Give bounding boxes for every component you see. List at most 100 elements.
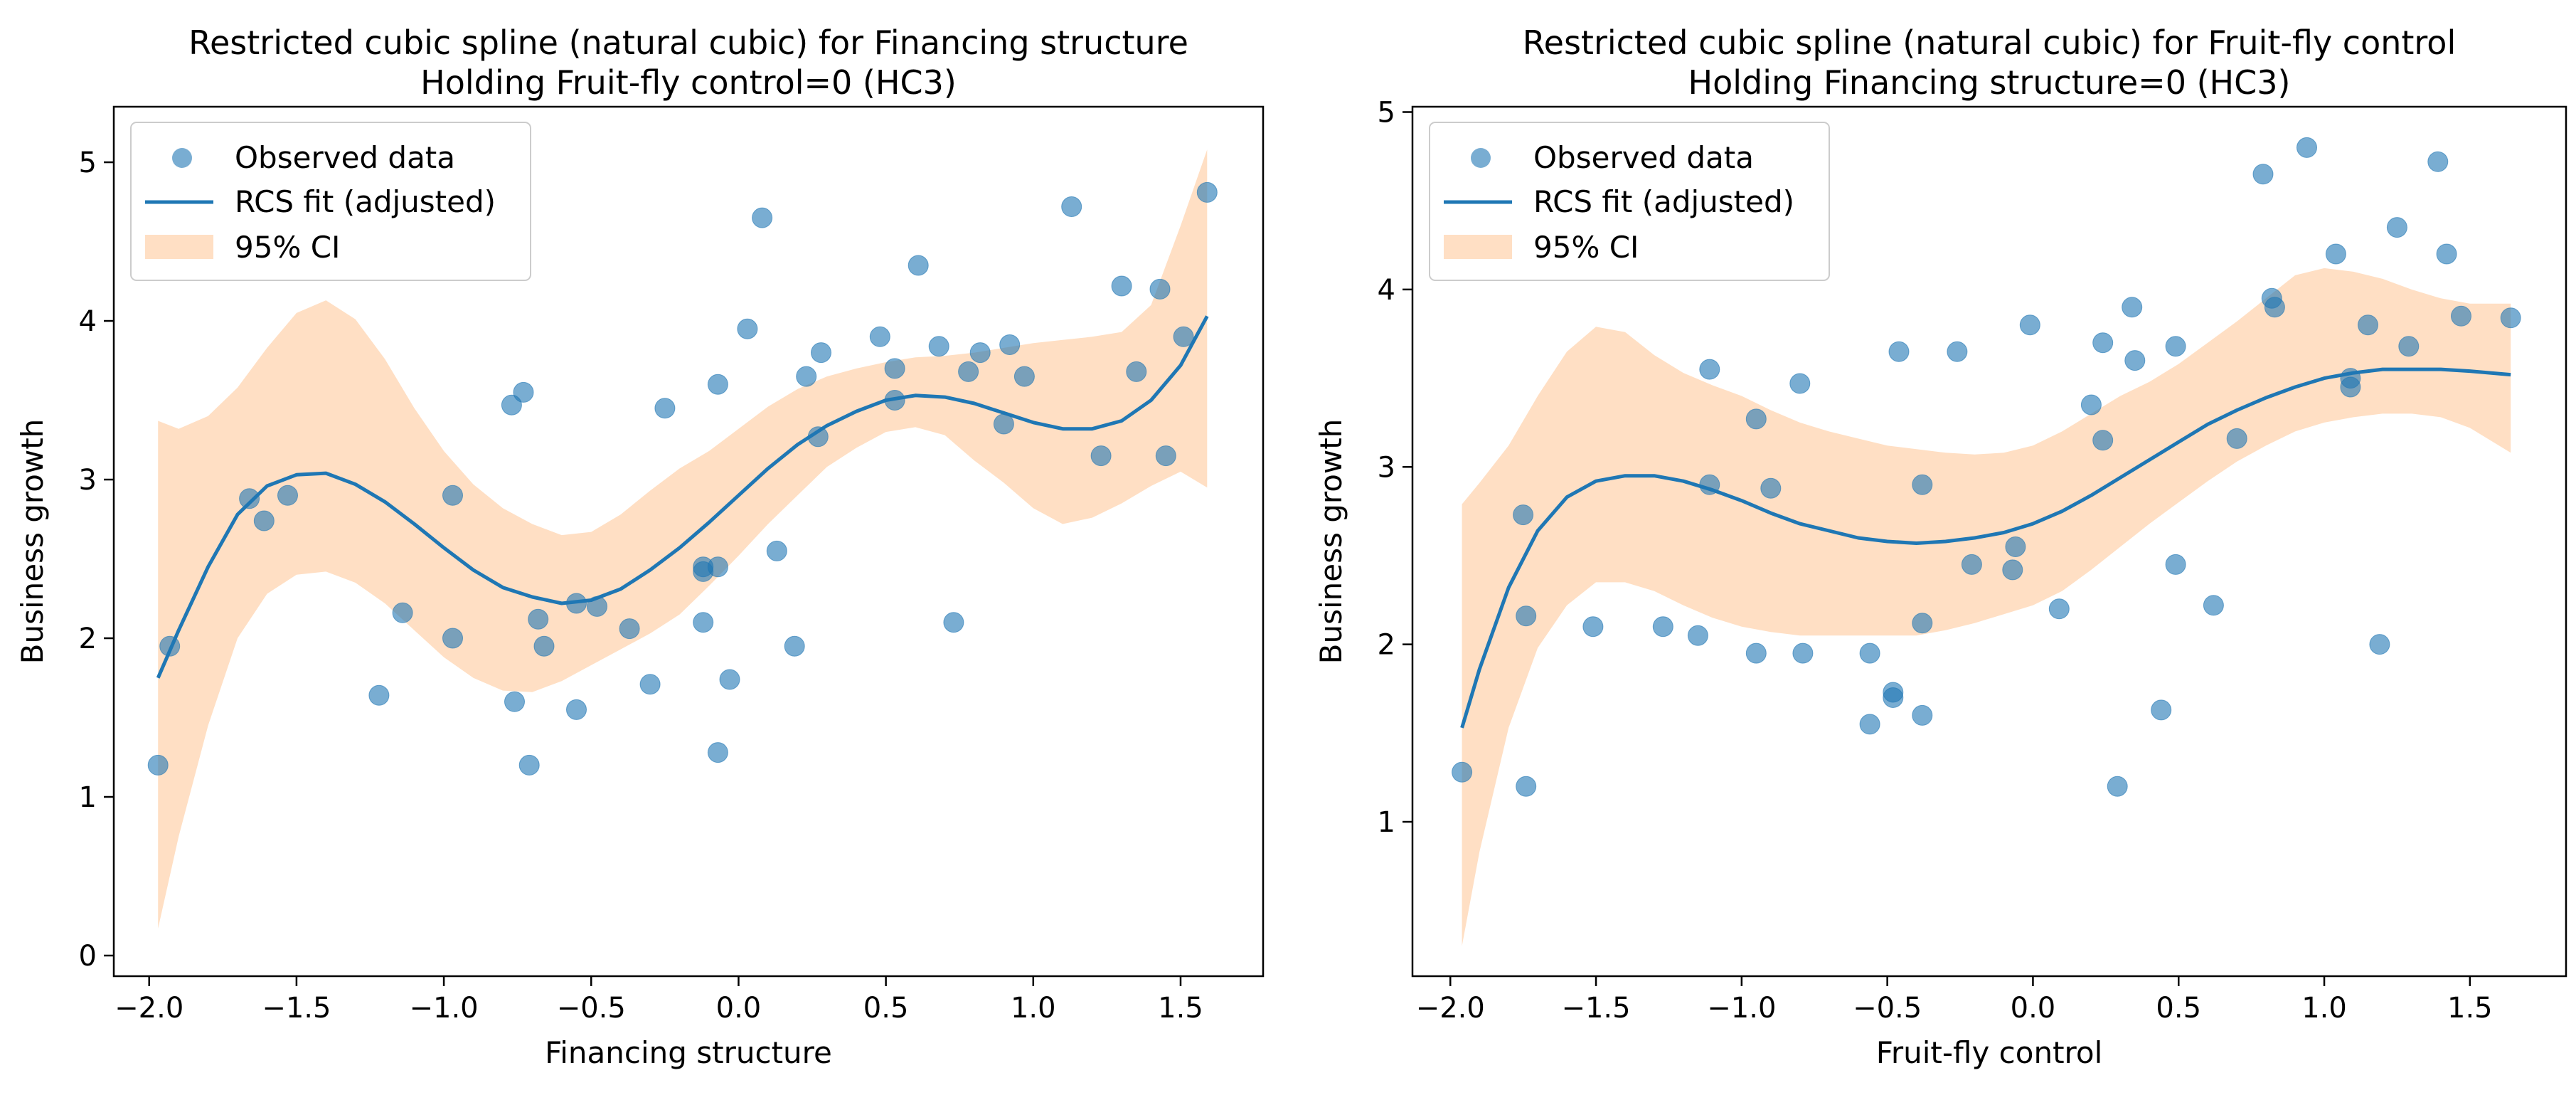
data-point: [2002, 559, 2023, 581]
data-point: [1745, 642, 1767, 664]
data-point: [1652, 616, 1673, 638]
legend-marker-observed: [1471, 148, 1491, 168]
rcs-fit-line: [156, 315, 1209, 679]
chart-panel-1: Restricted cubic spline (natural cubic) …: [15, 23, 1265, 1070]
y-tick-label: 4: [79, 305, 97, 338]
data-point: [2092, 332, 2114, 354]
data-point: [368, 684, 390, 706]
x-axis-label: Financing structure: [545, 1035, 832, 1070]
data-point: [707, 374, 728, 395]
x-axis-label: Fruit-fly control: [1876, 1035, 2103, 1070]
x-tick-label: 0.5: [2156, 992, 2201, 1025]
data-point: [2165, 554, 2186, 575]
data-point: [1516, 776, 1537, 797]
data-point: [1155, 445, 1176, 467]
chart-panel-2: Restricted cubic spline (natural cubic) …: [1314, 23, 2567, 1070]
y-tick-label: 1: [79, 781, 97, 814]
data-point: [566, 699, 587, 720]
data-point: [1792, 642, 1814, 664]
data-point: [2226, 428, 2247, 449]
data-point: [969, 342, 991, 364]
data-point: [1883, 687, 1904, 708]
rcs-fit-line: [1460, 367, 2511, 729]
data-point: [1173, 326, 1194, 347]
x-tick-label: 0.0: [716, 992, 762, 1025]
y-tick-label: 1: [1378, 806, 1395, 839]
data-point: [1888, 341, 1910, 362]
confidence-band: [1462, 268, 2511, 946]
data-point: [277, 485, 298, 506]
data-point: [392, 602, 413, 623]
chart-subtitle: Holding Fruit-fly control=0 (HC3): [420, 63, 957, 102]
y-tick-label: 4: [1378, 274, 1395, 307]
data-point: [2436, 243, 2457, 265]
legend-label-ci: 95% CI: [235, 230, 340, 265]
data-point: [1196, 181, 1218, 203]
data-point: [2386, 217, 2407, 238]
legend-label-ci: 95% CI: [1533, 230, 1639, 265]
data-point: [2427, 151, 2449, 172]
data-point: [1061, 196, 1082, 217]
legend: Observed data RCS fit (adjusted) 95% CI: [1429, 122, 1830, 281]
data-point: [1859, 642, 1880, 664]
data-point: [784, 635, 805, 657]
data-point: [796, 366, 817, 387]
data-point: [908, 255, 929, 276]
data-point: [2325, 243, 2346, 265]
y-tick-label: 0: [79, 940, 97, 973]
data-point: [2398, 336, 2420, 357]
data-point: [1912, 474, 1933, 495]
data-point: [707, 742, 728, 763]
axes-frame: [1411, 105, 2567, 978]
data-point: [943, 612, 964, 633]
x-tick-label: −2.0: [1416, 992, 1485, 1025]
data-point: [2019, 314, 2040, 336]
data-point: [1516, 605, 1537, 627]
axes-frame: [112, 105, 1265, 978]
data-point: [504, 691, 525, 712]
data-point: [533, 635, 555, 657]
data-point: [2124, 350, 2146, 371]
y-axis-label: Business growth: [15, 419, 50, 665]
x-tick-label: −1.0: [410, 992, 479, 1025]
legend-label-fit: RCS fit (adjusted): [235, 184, 496, 219]
observed-points: [1452, 137, 2521, 797]
data-point: [253, 510, 275, 531]
y-tick-label: 3: [1378, 451, 1395, 484]
data-point: [1013, 366, 1035, 387]
data-point: [993, 413, 1014, 435]
data-point: [2358, 314, 2378, 336]
data-point: [766, 540, 787, 561]
data-point: [752, 207, 773, 228]
observed-points: [147, 181, 1218, 776]
x-tick-label: −0.5: [557, 992, 626, 1025]
y-tick-label: 2: [1378, 629, 1395, 662]
data-point: [2092, 430, 2114, 451]
legend: Observed data RCS fit (adjusted) 95% CI: [130, 122, 531, 281]
data-point: [1582, 616, 1604, 638]
data-point: [719, 669, 740, 690]
x-tick-label: 1.5: [1158, 992, 1203, 1025]
data-point: [2264, 297, 2285, 318]
x-tick-label: −1.5: [1561, 992, 1630, 1025]
data-point: [1947, 341, 1968, 362]
data-point: [958, 361, 979, 382]
data-point: [2252, 164, 2274, 185]
y-tick-label: 2: [79, 623, 97, 655]
data-point: [1961, 554, 1982, 575]
legend-label-observed: Observed data: [1533, 140, 1754, 175]
y-axis-label: Business growth: [1314, 419, 1348, 665]
y-tick-label: 5: [1378, 96, 1395, 129]
data-point: [654, 398, 676, 419]
legend-label-observed: Observed data: [235, 140, 455, 175]
x-tick-label: 0.0: [2011, 992, 2056, 1025]
confidence-band: [158, 149, 1208, 929]
data-point: [1859, 714, 1880, 735]
chart-subtitle: Holding Financing structure=0 (HC3): [1688, 63, 2291, 102]
x-tick-label: −0.5: [1853, 992, 1922, 1025]
data-point: [2369, 634, 2390, 655]
data-point: [2107, 776, 2128, 797]
data-point: [2122, 297, 2143, 318]
legend-marker-ci: [1444, 235, 1512, 259]
data-point: [2451, 305, 2471, 327]
